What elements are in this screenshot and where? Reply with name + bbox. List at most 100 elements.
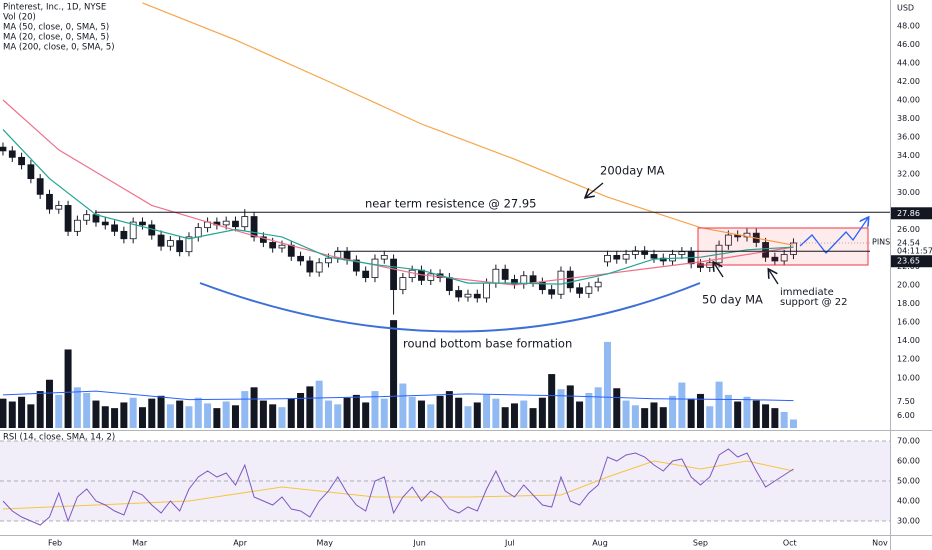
candle-body xyxy=(297,255,304,262)
volume-bar xyxy=(129,397,137,428)
candle-body xyxy=(585,286,593,294)
chart-title: Pinterest, Inc., 1D, NYSE xyxy=(3,3,106,13)
rsi-line xyxy=(2,448,794,526)
volume-bar xyxy=(483,394,491,428)
volume-bar xyxy=(613,388,621,428)
candle-body xyxy=(771,256,779,262)
candle-body xyxy=(315,262,323,273)
volume-bar xyxy=(548,374,556,428)
candle-body xyxy=(36,178,44,195)
candle-body xyxy=(176,240,184,253)
y-tick-label: 32.00 xyxy=(897,169,920,178)
volume-bar xyxy=(36,391,44,428)
volume-bar xyxy=(659,407,667,428)
x-tick-label: Jul xyxy=(504,539,515,548)
y-tick-label: 30.00 xyxy=(897,188,920,197)
y-tick-label: 70.00 xyxy=(897,437,920,446)
volume-bar xyxy=(185,406,193,428)
candle-body xyxy=(157,234,165,247)
x-tick-label: Feb xyxy=(48,539,62,548)
y-tick-label: 14.00 xyxy=(897,336,920,345)
annotation: round bottom base formation xyxy=(403,337,572,351)
candle-body xyxy=(780,254,788,262)
volume-bar xyxy=(64,349,72,428)
candle-body xyxy=(129,221,137,240)
countdown-label: 04:11:57 xyxy=(897,246,932,255)
candle-body xyxy=(613,254,621,260)
moving-average xyxy=(2,129,794,285)
volume-bar xyxy=(650,402,658,428)
volume-bar xyxy=(492,398,500,428)
volume-bar xyxy=(269,404,277,428)
indicator-legend: Vol (20) xyxy=(3,13,36,23)
y-tick-label: 34.00 xyxy=(897,151,920,160)
volume-bar xyxy=(315,380,323,428)
candle-body xyxy=(46,193,53,210)
volume-bar xyxy=(231,405,239,428)
candle-body xyxy=(0,146,7,152)
candle-body xyxy=(18,156,25,166)
last-price-label: 24.54 xyxy=(897,238,920,247)
volume-bar xyxy=(306,386,314,428)
volume-bar xyxy=(501,407,509,428)
volume-bar xyxy=(510,403,518,428)
volume-bar xyxy=(585,392,593,428)
candle-body xyxy=(269,242,277,249)
candle-body xyxy=(259,236,267,243)
volume-bar xyxy=(631,405,639,428)
y-tick-label: 36.00 xyxy=(897,132,920,141)
candle-body xyxy=(557,270,565,295)
volume-bar xyxy=(762,404,770,428)
y-tick-label: 42.00 xyxy=(897,77,920,86)
volume-bar xyxy=(83,392,91,428)
y-tick-label: 46.00 xyxy=(897,40,920,49)
volume-bar xyxy=(45,379,53,428)
currency-label: USD xyxy=(897,4,914,13)
annotation: 200day MA xyxy=(600,164,665,178)
volume-bar xyxy=(241,391,249,428)
volume-bar xyxy=(343,397,351,428)
candle-body xyxy=(566,270,574,289)
volume-bar xyxy=(55,394,63,428)
volume-ma xyxy=(2,390,794,402)
volume-bar xyxy=(148,398,156,428)
volume-bar xyxy=(603,341,611,428)
rsi-ma xyxy=(2,460,794,510)
volume-bar xyxy=(222,401,230,428)
candle-body xyxy=(380,254,388,260)
y-tick-label: 48.00 xyxy=(897,21,920,30)
indicator-legend: MA (200, close, 0, SMA, 5) xyxy=(3,43,115,53)
symbol-label: PINS xyxy=(872,238,890,247)
volume-bar xyxy=(445,391,453,428)
candle-body xyxy=(622,254,630,260)
candle-body xyxy=(8,150,16,158)
candle-body xyxy=(473,293,481,299)
candle-body xyxy=(790,242,797,255)
y-tick-label: 20.00 xyxy=(897,280,920,289)
rsi-panel xyxy=(0,432,890,535)
volume-bar xyxy=(464,406,472,428)
annotation: 50 day MA xyxy=(702,293,763,307)
volume-bar xyxy=(334,404,342,428)
y-tick-label: 10.00 xyxy=(897,373,920,382)
candle-body xyxy=(101,221,109,226)
volume-bar xyxy=(715,381,723,428)
volume-bar xyxy=(538,397,546,428)
volume-bar xyxy=(557,389,565,428)
candle-body xyxy=(371,258,379,278)
volume-bar xyxy=(287,398,295,428)
volume-bar xyxy=(176,400,184,428)
candle-body xyxy=(650,254,658,259)
projection-path xyxy=(799,218,868,254)
volume-bar xyxy=(18,396,26,428)
volume-bar xyxy=(0,398,7,428)
indicator-legend: RSI (14, close, SMA, 14, 2) xyxy=(3,433,115,443)
volume-bar xyxy=(576,401,584,428)
range-box xyxy=(697,227,869,266)
x-tick-label: May xyxy=(316,539,333,548)
volume-bar xyxy=(324,400,332,428)
candle-body xyxy=(548,289,556,295)
candle-body xyxy=(390,258,397,291)
volume-bar xyxy=(213,408,221,428)
candle-body xyxy=(185,236,193,253)
